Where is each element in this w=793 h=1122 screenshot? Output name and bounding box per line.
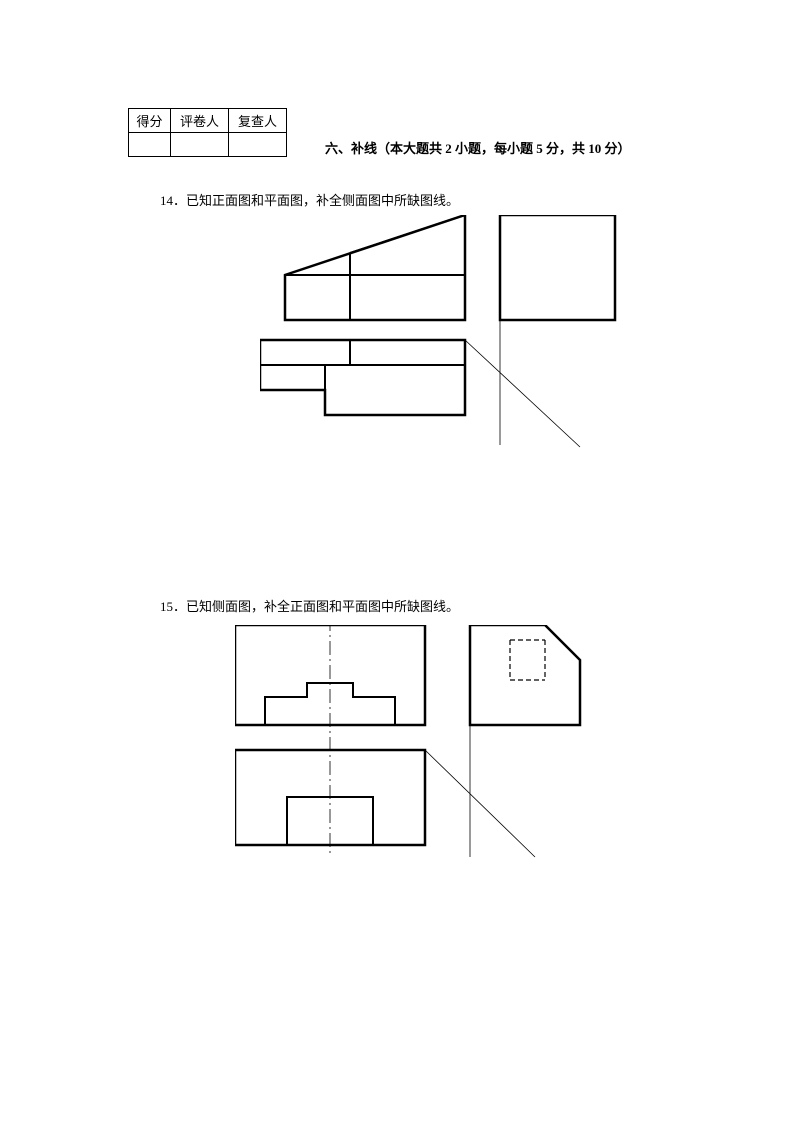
score-header-3: 复查人 (229, 109, 287, 133)
q15-proj-45 (425, 750, 535, 857)
score-cell-1 (129, 133, 171, 157)
q14-side-outline (500, 215, 615, 320)
q14-proj-45 (465, 340, 580, 447)
q14-number: 14． (160, 193, 186, 208)
q14-diagram (260, 215, 630, 450)
q14-top-outline (260, 340, 465, 415)
score-cell-2 (171, 133, 229, 157)
q15-diagram (235, 625, 615, 865)
score-header-1: 得分 (129, 109, 171, 133)
q14-text: 14．已知正面图和平面图，补全侧面图中所缺图线。 (160, 190, 459, 209)
q15-body: 已知侧面图，补全正面图和平面图中所缺图线。 (186, 599, 459, 614)
q14-front-outline (285, 215, 465, 320)
score-table: 得分 评卷人 复查人 (128, 108, 287, 157)
q15-number: 15． (160, 599, 186, 614)
q14-front-line3 (350, 215, 465, 253)
q15-text: 15．已知侧面图，补全正面图和平面图中所缺图线。 (160, 596, 459, 615)
score-header-2: 评卷人 (171, 109, 229, 133)
score-cell-3 (229, 133, 287, 157)
q15-side-outline (470, 625, 580, 725)
section-title: 六、补线（本大题共 2 小题，每小题 5 分，共 10 分） (325, 138, 631, 157)
q14-body: 已知正面图和平面图，补全侧面图中所缺图线。 (186, 193, 459, 208)
